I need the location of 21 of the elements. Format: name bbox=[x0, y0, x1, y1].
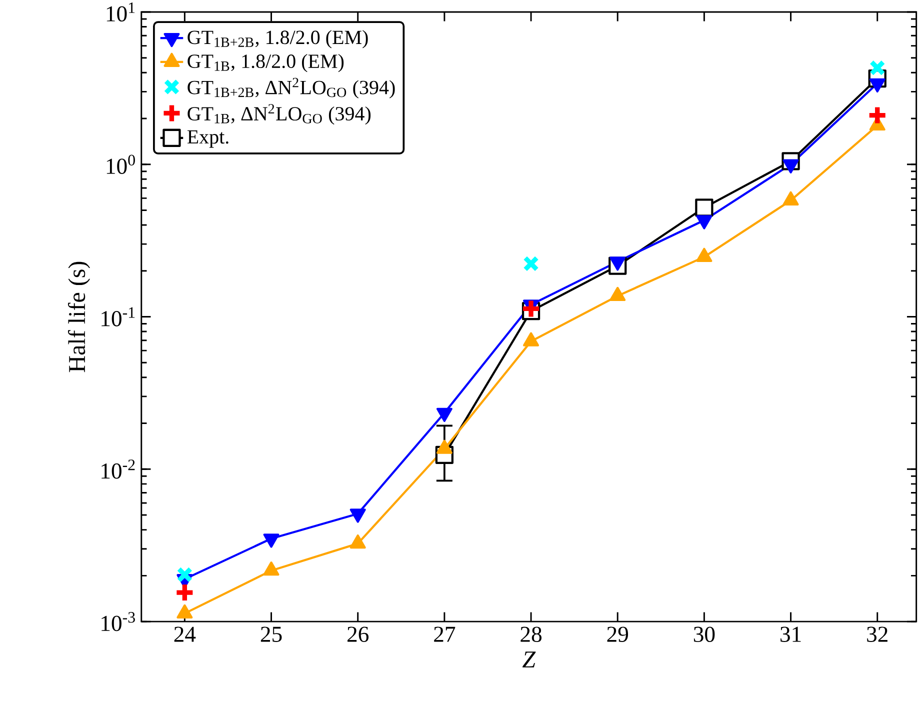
y-axis-title: Half life (s) bbox=[68, 262, 90, 372]
legend-label: GT$_{1B+2B}$, 1.8/2.0 (EM) bbox=[188, 30, 368, 48]
y-tick-label: 10$^{0}$ bbox=[106, 155, 135, 174]
y-tick-label: 10$^{1}$ bbox=[106, 2, 135, 22]
y-tick-label: 10$^{-1}$ bbox=[102, 307, 135, 327]
x-tick-label: 29 bbox=[607, 626, 628, 642]
x-tick-label: 30 bbox=[694, 626, 715, 642]
x-tick-label: 25 bbox=[260, 626, 282, 642]
legend-label: GT$_{1B}$, ΔN$^{2}$LO$_{GO}$ (394) bbox=[188, 104, 371, 125]
legend-label: GT$_{1B+2B}$, ΔN$^{2}$LO$_{GO}$ (394) bbox=[188, 78, 395, 99]
x-tick-label: 27 bbox=[434, 626, 456, 642]
legend-label: Expt. bbox=[187, 130, 228, 148]
x-tick-label: 26 bbox=[348, 626, 369, 642]
x-tick-label: 31 bbox=[780, 626, 801, 642]
x-axis-title: Z bbox=[522, 652, 536, 668]
x-tick-label: 24 bbox=[174, 626, 196, 642]
y-tick-label: 10$^{-2}$ bbox=[102, 460, 135, 479]
x-tick-label: 28 bbox=[520, 626, 542, 642]
x-tick-label: 32 bbox=[867, 626, 888, 642]
legend-label: GT$_{1B}$, 1.8/2.0 (EM) bbox=[188, 54, 344, 72]
y-tick-label: 10$^{-3}$ bbox=[102, 612, 135, 632]
